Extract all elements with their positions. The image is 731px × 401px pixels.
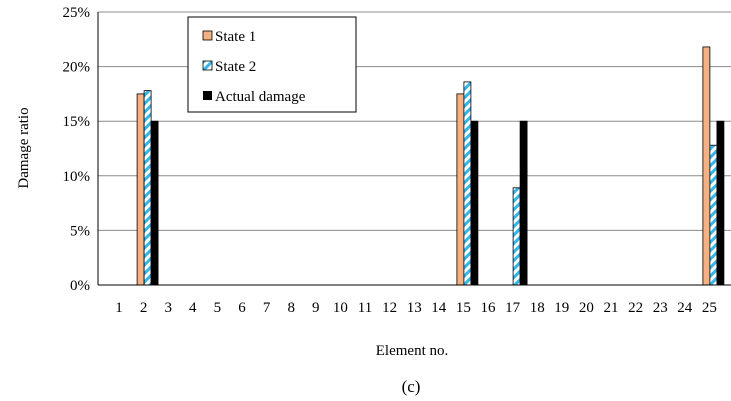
bar-state-1-element-2 <box>136 93 145 286</box>
y-tick-labels: 0% 5% 10% 15% 20% 25% <box>63 5 91 294</box>
x-tick-label: 2 <box>140 300 148 316</box>
bar-state-1-element-25 <box>702 46 711 286</box>
x-tick-label: 4 <box>189 300 197 316</box>
x-tick-label: 3 <box>164 300 172 316</box>
figure-caption: (c) <box>402 377 421 396</box>
x-tick-label: 20 <box>579 300 594 316</box>
x-tick-label: 11 <box>358 300 372 316</box>
bar-actual-damage-element-17 <box>519 120 528 286</box>
y-tick-label: 25% <box>63 5 91 21</box>
x-tick-label: 1 <box>115 300 123 316</box>
bar-state-2-element-17 <box>512 187 521 286</box>
x-tick-label: 19 <box>554 300 569 316</box>
y-tick-label: 10% <box>63 169 91 185</box>
bar-actual-damage-element-25 <box>716 120 725 286</box>
x-tick-label: 6 <box>238 300 246 316</box>
x-tick-label: 14 <box>431 300 447 316</box>
x-tick-label: 24 <box>677 300 693 316</box>
legend-label-actual-damage: Actual damage <box>215 89 306 105</box>
legend-label-state-1: State 1 <box>215 29 256 45</box>
x-axis-label: Element no. <box>376 343 448 359</box>
x-tick-label: 10 <box>333 300 348 316</box>
axes <box>97 12 731 286</box>
x-tick-label: 17 <box>505 300 521 316</box>
bar-actual-damage-element-15 <box>470 120 479 286</box>
x-tick-label: 12 <box>382 300 397 316</box>
legend-swatch-state-1 <box>202 30 213 41</box>
x-tick-label: 22 <box>628 300 643 316</box>
bar-state-1-element-15 <box>456 93 465 286</box>
bars <box>136 46 725 286</box>
bar-actual-damage-element-2 <box>150 120 159 286</box>
y-tick-label: 15% <box>63 114 91 130</box>
y-tick-label: 0% <box>70 278 90 294</box>
x-tick-label: 5 <box>214 300 222 316</box>
x-tick-label: 21 <box>604 300 619 316</box>
x-tick-label: 25 <box>702 300 717 316</box>
x-tick-label: 8 <box>287 300 295 316</box>
x-tick-label: 13 <box>407 300 422 316</box>
legend-swatch-actual-damage <box>203 91 212 100</box>
x-tick-label: 16 <box>481 300 497 316</box>
bar-state-2-element-15 <box>463 81 472 286</box>
x-tick-label: 23 <box>653 300 668 316</box>
x-tick-label: 18 <box>530 300 545 316</box>
x-tick-labels: 1 2 3 4 5 6 7 8 9 10 11 12 13 14 15 16 17 18 19 20 21 22 23 24 2… <box>115 300 717 316</box>
x-tick-label: 7 <box>263 300 271 316</box>
x-tick-label: 9 <box>312 300 320 316</box>
bar-state-2-element-25 <box>709 144 718 286</box>
bar-state-2-element-2 <box>143 90 152 286</box>
y-tick-label: 5% <box>70 223 90 239</box>
x-tick-label: 15 <box>456 300 471 316</box>
legend-box <box>187 16 357 113</box>
y-tick-label: 20% <box>63 60 91 76</box>
legend-swatch-state-2 <box>202 60 213 71</box>
legend-label-state-2: State 2 <box>215 59 256 75</box>
y-axis-label: Damage ratio <box>16 107 32 188</box>
legend: State 1 State 2 Actual damage <box>187 16 357 113</box>
